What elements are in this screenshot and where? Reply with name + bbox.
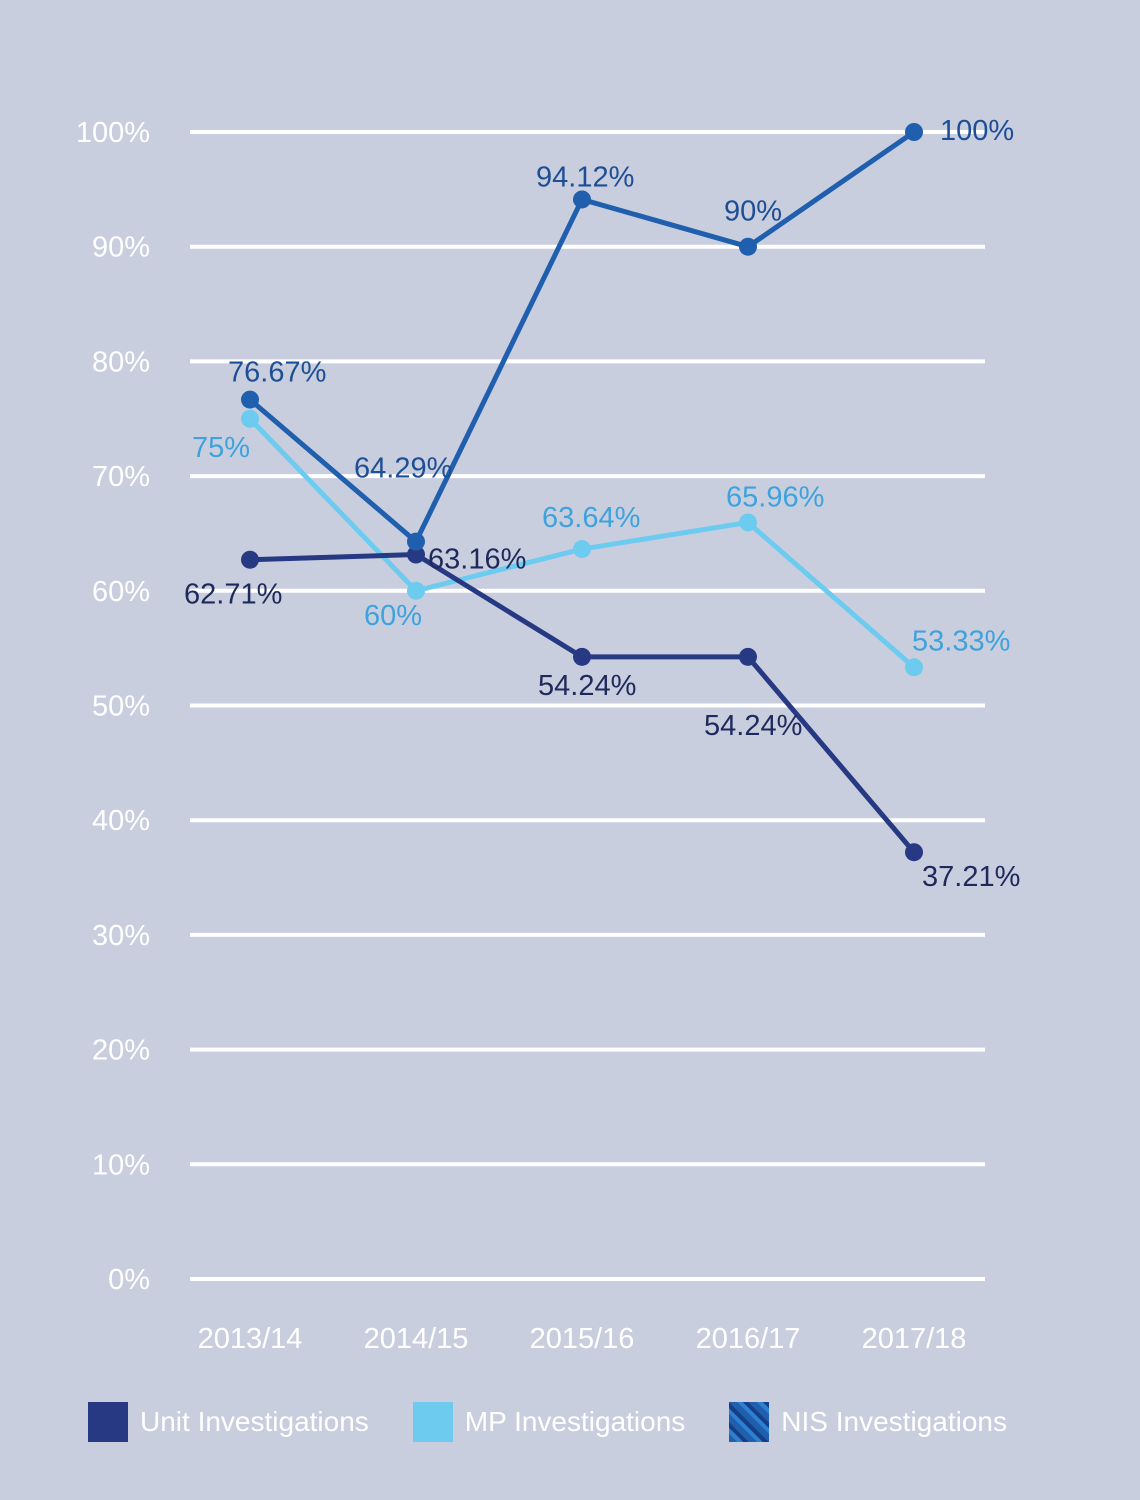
y-tick-label: 70%	[92, 461, 150, 493]
data-label-nis: 64.29%	[354, 453, 452, 485]
point-unit	[905, 843, 923, 862]
y-tick-label: 30%	[92, 920, 150, 952]
point-nis	[905, 123, 923, 141]
gridlines	[190, 130, 985, 1281]
data-label-nis: 94.12%	[536, 161, 634, 193]
data-label-mp: 60%	[364, 600, 422, 632]
point-nis	[573, 190, 591, 209]
point-unit	[407, 545, 425, 564]
y-tick-label: 100%	[76, 117, 150, 149]
legend-item-nis-investigations[interactable]: NIS Investigations	[729, 1402, 1007, 1442]
data-label-mp: 75%	[192, 432, 250, 464]
y-tick-label: 90%	[92, 232, 150, 264]
legend-item-unit-investigations[interactable]: Unit Investigations	[88, 1402, 369, 1442]
legend: Unit Investigations MP Investigations NI…	[88, 1400, 1088, 1444]
x-tick-label: 2016/17	[696, 1323, 801, 1355]
data-label-unit: 63.16%	[428, 544, 526, 576]
y-tick-label: 10%	[92, 1149, 150, 1181]
legend-swatch-nis	[729, 1402, 770, 1442]
y-axis-ticks: 0% 10% 20% 30% 40% 50% 60% 70% 80% 90% 100%	[76, 117, 150, 1296]
data-label-mp: 63.64%	[542, 502, 640, 534]
data-label-mp: 65.96%	[726, 481, 824, 513]
data-label-unit: 54.24%	[704, 710, 802, 742]
data-label-unit: 62.71%	[184, 579, 282, 611]
series-lines	[241, 123, 923, 862]
data-label-unit: 54.24%	[538, 670, 636, 702]
point-unit	[241, 550, 259, 569]
point-unit	[573, 647, 591, 666]
point-mp	[241, 409, 259, 428]
legend-label-mp: MP Investigations	[464, 1406, 686, 1437]
point-mp	[407, 581, 425, 600]
point-nis	[407, 532, 425, 551]
point-unit	[739, 647, 757, 666]
legend-item-mp-investigations[interactable]: MP Investigations	[412, 1402, 686, 1442]
y-tick-label: 80%	[92, 346, 150, 378]
data-label-mp: 53.33%	[912, 625, 1010, 657]
data-label-nis: 76.67%	[228, 357, 326, 389]
y-tick-label: 50%	[92, 691, 150, 723]
legend-label-unit: Unit Investigations	[140, 1406, 369, 1437]
legend-swatch-mp	[412, 1402, 453, 1442]
x-tick-label: 2014/15	[364, 1323, 469, 1355]
y-tick-label: 20%	[92, 1035, 150, 1067]
data-labels: 62.71% 63.16% 54.24% 54.24% 37.21% 75% 60% 63.6…	[184, 115, 1020, 893]
series-line-unit	[249, 552, 916, 854]
x-tick-label: 2013/14	[198, 1323, 303, 1355]
data-label-nis: 90%	[724, 196, 782, 228]
point-mp	[905, 658, 923, 677]
x-axis-ticks: 2013/14 2014/15 2015/16 2016/17 2017/18	[198, 1323, 967, 1355]
x-tick-label: 2017/18	[862, 1323, 967, 1355]
y-tick-label: 60%	[92, 576, 150, 608]
point-nis	[241, 390, 259, 409]
legend-label-nis: NIS Investigations	[781, 1406, 1007, 1437]
data-label-nis: 100%	[940, 115, 1014, 147]
legend-swatch-unit	[88, 1402, 128, 1442]
point-mp	[739, 513, 757, 532]
point-nis	[739, 237, 757, 256]
point-mp	[573, 540, 591, 559]
y-tick-label: 0%	[108, 1264, 150, 1296]
data-label-unit: 37.21%	[922, 861, 1020, 893]
x-tick-label: 2015/16	[530, 1323, 635, 1355]
y-tick-label: 40%	[92, 805, 150, 837]
